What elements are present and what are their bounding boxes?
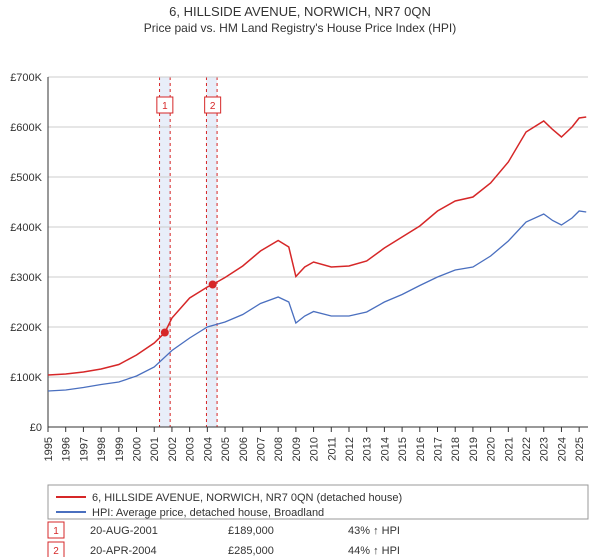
x-tick-label: 2024 xyxy=(556,437,568,461)
hpi-series xyxy=(48,211,586,391)
annotation-marker-label: 2 xyxy=(53,546,59,557)
annotation-pct: 44% ↑ HPI xyxy=(348,545,400,557)
price-chart: £0 £100K £200K £300K £400K £500K £600K £700K 199… xyxy=(0,37,600,557)
y-tick-label: £600K xyxy=(10,122,42,134)
x-tick-label: 2010 xyxy=(309,437,321,461)
annotation-price: £189,000 xyxy=(228,525,274,537)
sale-marker-label: 2 xyxy=(210,101,216,112)
annotation-date: 20-APR-2004 xyxy=(90,545,157,557)
x-tick-label: 2016 xyxy=(415,437,427,461)
x-tick-label: 2003 xyxy=(185,437,197,461)
sale-marker-dot xyxy=(209,281,217,289)
legend-label: HPI: Average price, detached house, Broa… xyxy=(92,507,324,519)
x-tick-label: 1997 xyxy=(78,437,90,461)
x-tick-label: 2015 xyxy=(397,437,409,461)
annotation-price: £285,000 xyxy=(228,545,274,557)
y-tick-label: £400K xyxy=(10,222,42,234)
x-tick-label: 2002 xyxy=(167,437,179,461)
highlight-band xyxy=(206,77,217,427)
sale-marker-label: 1 xyxy=(162,101,168,112)
y-tick-label: £200K xyxy=(10,322,42,334)
y-tick-label: £500K xyxy=(10,172,42,184)
x-tick-label: 2007 xyxy=(255,437,267,461)
x-tick-label: 1999 xyxy=(114,437,126,461)
annotation-pct: 43% ↑ HPI xyxy=(348,525,400,537)
x-tick-label: 1996 xyxy=(61,437,73,461)
price-paid-series xyxy=(48,117,586,375)
x-tick-label: 2013 xyxy=(362,437,374,461)
legend-label: 6, HILLSIDE AVENUE, NORWICH, NR7 0QN (de… xyxy=(92,492,402,504)
y-tick-label: £0 xyxy=(30,422,42,434)
annotation-date: 20-AUG-2001 xyxy=(90,525,158,537)
x-tick-label: 2017 xyxy=(433,437,445,461)
x-tick-label: 2021 xyxy=(503,437,515,461)
y-tick-label: £300K xyxy=(10,272,42,284)
x-tick-label: 2022 xyxy=(521,437,533,461)
x-tick-label: 2005 xyxy=(220,437,232,461)
x-tick-label: 2008 xyxy=(273,437,285,461)
x-tick-label: 2000 xyxy=(132,437,144,461)
x-tick-label: 2025 xyxy=(574,437,586,461)
x-tick-label: 2001 xyxy=(149,437,161,461)
x-tick-label: 2023 xyxy=(539,437,551,461)
annotation-marker-label: 1 xyxy=(53,526,59,537)
sale-marker-dot xyxy=(161,329,169,337)
chart-subtitle: Price paid vs. HM Land Registry's House … xyxy=(0,19,600,37)
x-tick-label: 2020 xyxy=(486,437,498,461)
x-tick-label: 2018 xyxy=(450,437,462,461)
x-tick-label: 1995 xyxy=(43,437,55,461)
highlight-band xyxy=(160,77,171,427)
x-tick-label: 2004 xyxy=(202,437,214,461)
chart-title: 6, HILLSIDE AVENUE, NORWICH, NR7 0QN xyxy=(0,0,600,19)
y-tick-label: £100K xyxy=(10,372,42,384)
x-tick-label: 2019 xyxy=(468,437,480,461)
x-tick-label: 2006 xyxy=(238,437,250,461)
x-tick-label: 2012 xyxy=(344,437,356,461)
x-tick-label: 2009 xyxy=(291,437,303,461)
y-tick-label: £700K xyxy=(10,72,42,84)
x-tick-label: 2011 xyxy=(326,437,338,461)
x-tick-label: 2014 xyxy=(379,437,391,461)
x-tick-label: 1998 xyxy=(96,437,108,461)
